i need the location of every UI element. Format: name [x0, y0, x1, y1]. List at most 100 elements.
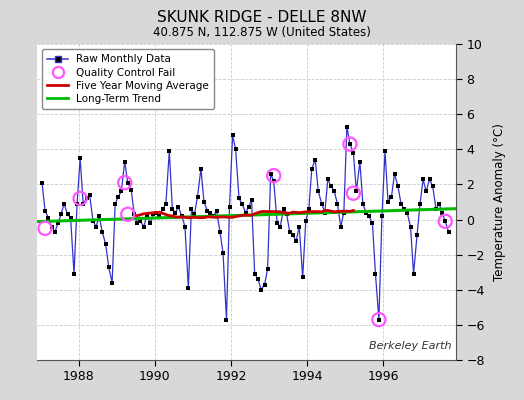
Point: [390, 171, 399, 177]
Point: [127, 186, 135, 193]
Point: [136, 218, 145, 224]
Point: [76, 155, 84, 161]
Point: [212, 208, 221, 214]
Point: [375, 316, 383, 323]
Point: [149, 211, 158, 218]
Point: [174, 204, 183, 210]
Point: [438, 209, 446, 216]
Point: [70, 271, 78, 277]
Point: [184, 285, 192, 291]
Point: [162, 200, 170, 207]
Point: [435, 200, 443, 207]
Point: [387, 194, 396, 200]
Point: [124, 211, 132, 218]
Point: [346, 141, 354, 147]
Point: [289, 232, 297, 238]
Point: [292, 238, 300, 244]
Point: [324, 176, 332, 182]
Point: [152, 209, 160, 216]
Point: [314, 188, 322, 195]
Point: [38, 180, 46, 186]
Point: [276, 223, 285, 230]
Point: [394, 183, 402, 190]
Point: [146, 220, 155, 226]
Point: [279, 206, 288, 212]
Point: [60, 200, 68, 207]
Point: [219, 250, 227, 256]
Point: [104, 264, 113, 270]
Point: [139, 223, 148, 230]
Point: [159, 206, 167, 212]
Point: [304, 206, 313, 212]
Point: [95, 213, 103, 219]
Point: [346, 141, 354, 147]
Text: SKUNK RIDGE - DELLE 8NW: SKUNK RIDGE - DELLE 8NW: [157, 10, 367, 25]
Point: [349, 150, 357, 156]
Point: [108, 280, 116, 286]
Point: [365, 213, 373, 219]
Point: [356, 158, 364, 165]
Point: [368, 220, 377, 226]
Point: [114, 194, 123, 200]
Point: [238, 200, 246, 207]
Point: [273, 220, 281, 226]
Point: [41, 225, 49, 232]
Point: [349, 190, 357, 196]
Point: [282, 211, 291, 218]
Point: [85, 192, 94, 198]
Text: Berkeley Earth: Berkeley Earth: [369, 340, 452, 350]
Point: [425, 176, 434, 182]
Point: [267, 171, 275, 177]
Point: [441, 218, 450, 224]
Point: [397, 200, 405, 207]
Point: [47, 223, 56, 230]
Point: [444, 229, 453, 235]
Point: [171, 209, 180, 216]
Point: [209, 213, 217, 219]
Point: [362, 209, 370, 216]
Point: [225, 204, 234, 210]
Point: [413, 232, 421, 238]
Point: [326, 183, 335, 190]
Text: 40.875 N, 112.875 W (United States): 40.875 N, 112.875 W (United States): [153, 26, 371, 39]
Point: [228, 132, 237, 138]
Point: [76, 195, 84, 202]
Point: [41, 208, 49, 214]
Point: [200, 199, 208, 205]
Point: [432, 206, 440, 212]
Point: [196, 166, 205, 172]
Point: [102, 241, 110, 247]
Point: [222, 316, 231, 323]
Point: [375, 316, 383, 323]
Point: [178, 213, 186, 219]
Point: [333, 200, 342, 207]
Point: [372, 271, 380, 277]
Point: [82, 195, 91, 202]
Point: [381, 148, 389, 154]
Point: [187, 206, 195, 212]
Point: [330, 188, 339, 195]
Point: [311, 157, 320, 163]
Point: [422, 188, 430, 195]
Point: [419, 176, 427, 182]
Point: [286, 229, 294, 235]
Point: [130, 211, 138, 218]
Point: [301, 218, 310, 224]
Y-axis label: Temperature Anomaly (°C): Temperature Anomaly (°C): [493, 123, 506, 281]
Point: [235, 195, 243, 202]
Point: [232, 146, 240, 152]
Point: [384, 199, 392, 205]
Point: [121, 180, 129, 186]
Point: [206, 209, 215, 216]
Point: [336, 223, 345, 230]
Point: [54, 220, 62, 226]
Point: [51, 229, 59, 235]
Point: [403, 209, 411, 216]
Point: [400, 206, 408, 212]
Point: [45, 214, 53, 221]
Point: [429, 183, 437, 190]
Point: [165, 148, 173, 154]
Point: [143, 213, 151, 219]
Point: [190, 211, 199, 218]
Point: [352, 188, 361, 195]
